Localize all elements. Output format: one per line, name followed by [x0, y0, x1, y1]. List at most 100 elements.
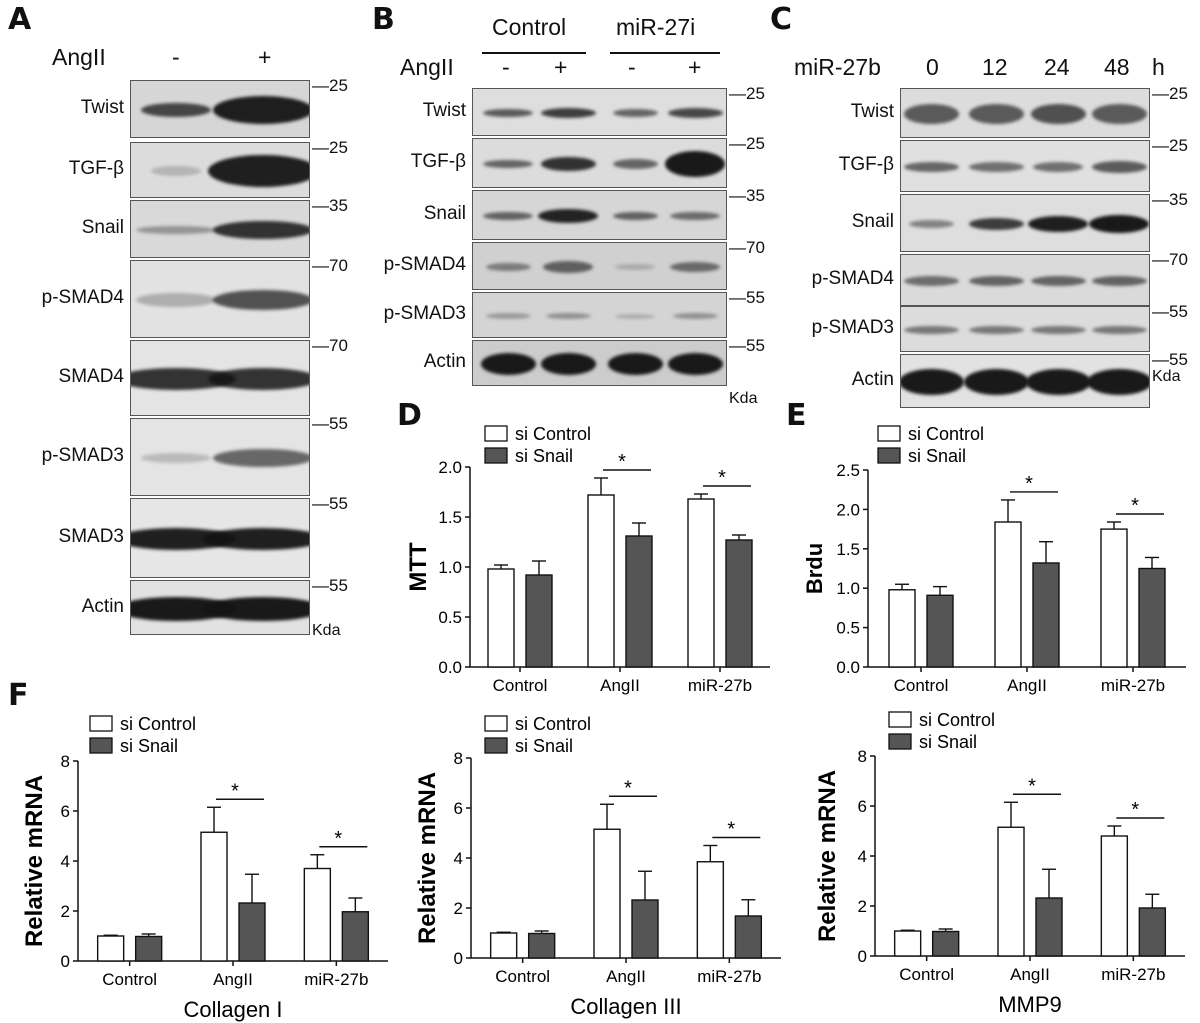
blotA-mw-marker: —55 [312, 494, 348, 513]
blotB-band [667, 108, 723, 118]
blotB-band [485, 313, 531, 319]
blot-c-treatment-label: miR-27b [794, 54, 881, 80]
y-axis-label: Relative mRNA [814, 770, 841, 942]
blotB-band [615, 264, 655, 270]
blot-a-treatment-label: AngII [52, 44, 106, 70]
blotB-band [543, 261, 593, 273]
blotA-strip-6 [130, 498, 310, 578]
blotC-band [968, 218, 1024, 230]
significance-star: * [727, 819, 735, 841]
blotA-protein-label: SMAD4 [58, 366, 124, 387]
blotB-strip-0 [472, 88, 727, 136]
y-tick-label: 1.0 [438, 558, 462, 577]
significance-star: * [1131, 799, 1139, 821]
bar-si-control [888, 589, 916, 668]
y-tick-label: 0.5 [438, 608, 462, 627]
blotA-band [131, 368, 236, 390]
blotA-strip-3 [130, 260, 310, 338]
blotC-mw-marker: —35 [1152, 190, 1188, 209]
blotC-band [1030, 104, 1086, 124]
blotA-band [136, 226, 216, 234]
y-tick-label: 0.0 [836, 658, 860, 677]
bar-si-control [994, 521, 1022, 668]
blotB-protein-label: p-SMAD3 [383, 303, 466, 324]
blotA-band [213, 449, 309, 467]
y-tick-label: 8 [61, 752, 70, 771]
y-axis-label: Relative mRNA [21, 775, 48, 947]
bar-si-control [696, 861, 725, 959]
panel-label-c: C [770, 2, 793, 37]
y-tick-label: 2.0 [836, 500, 860, 519]
legend-label: si Control [515, 714, 591, 734]
blotA-protein-label: Snail [81, 217, 124, 238]
blotB-band [483, 160, 533, 168]
blot-c-time-12: 12 [982, 54, 1008, 80]
blotA-mw-marker: —25 [312, 76, 348, 95]
blotB-band [672, 313, 718, 319]
legend-label: si Snail [120, 736, 178, 756]
legend-label: si Snail [908, 446, 966, 466]
blot-b-lane-2: + [554, 54, 568, 80]
panel-label-f: F [8, 678, 29, 713]
blotA-band [213, 96, 309, 124]
bar-si-control [1100, 835, 1129, 957]
bar-si-control [303, 867, 332, 962]
blotB-band [612, 159, 658, 169]
blot-b-lane-1: - [502, 54, 510, 80]
blotC-strip-0 [900, 88, 1150, 138]
blotB-protein-label: Snail [423, 203, 466, 224]
blotC-strip-3 [900, 254, 1150, 306]
legend-label: si Snail [515, 736, 573, 756]
blotA-band [213, 221, 309, 239]
blotB-band [538, 209, 598, 223]
panel-label-e: E [786, 398, 807, 433]
panel-label-a: A [8, 2, 32, 37]
blotC-mw-marker: —70 [1152, 250, 1188, 269]
y-tick-label: 4 [858, 847, 867, 866]
blotC-protein-label: p-SMAD3 [811, 317, 894, 338]
x-tick-label: Control [894, 676, 949, 695]
y-axis-label: Relative mRNA [414, 772, 441, 944]
y-tick-label: 1.5 [836, 540, 860, 559]
bar-si-control [593, 828, 621, 959]
blotA-protein-label: Actin [81, 595, 124, 617]
y-tick-label: 2 [454, 899, 463, 918]
blotA-band [141, 453, 211, 463]
blot-c-time-24: 24 [1044, 54, 1070, 80]
bar-si-snail [525, 574, 553, 668]
bar-chart-f-collagen-i: 0 2 4 6 8 Relative mRNA Control AngII * miR-27b * s… [21, 714, 388, 1022]
blotB-strip-4 [472, 292, 727, 338]
panel-label-b: B [372, 2, 395, 37]
y-tick-label: 0.5 [836, 619, 860, 638]
blotA-band [136, 293, 216, 307]
blotA-protein-label: TGF-β [68, 158, 124, 179]
blotB-band [670, 262, 720, 272]
blotB-band [612, 212, 658, 220]
bar-si-snail [527, 932, 556, 959]
blotC-band [968, 162, 1024, 172]
y-tick-label: 8 [858, 747, 867, 766]
blotB-band [665, 151, 725, 177]
bar-chart-f-mmp9: 0 2 4 6 8 Relative mRNA Control AngII * miR-27b * s… [814, 710, 1185, 1017]
y-tick-label: 0 [454, 949, 463, 968]
blotA-mw-marker: —70 [312, 336, 348, 355]
blotB-mw-marker: —35 [729, 186, 765, 205]
legend-swatch-si-control [89, 715, 113, 732]
bar-si-control [687, 498, 715, 668]
blotC-protein-label: p-SMAD4 [811, 268, 894, 289]
legend-label: si Snail [515, 446, 573, 466]
y-axis-label: Brdu [802, 543, 827, 594]
legend-swatch-si-snail [877, 447, 901, 464]
blotB-band [485, 263, 531, 271]
blotC-protein-label: TGF-β [838, 154, 894, 175]
blotB-band [540, 353, 596, 375]
blotB-protein-label: TGF-β [410, 151, 466, 172]
blot-b-lane-3: - [628, 54, 636, 80]
blotA-strip-4 [130, 340, 310, 416]
blotA-kda-label: Kda [312, 622, 341, 639]
bar-si-snail [631, 899, 659, 959]
blotA-mw-marker: —25 [312, 138, 348, 157]
blot-b-treatment-label: AngII [400, 54, 454, 80]
blotC-strip-4 [900, 306, 1150, 352]
significance-star: * [1025, 473, 1033, 495]
